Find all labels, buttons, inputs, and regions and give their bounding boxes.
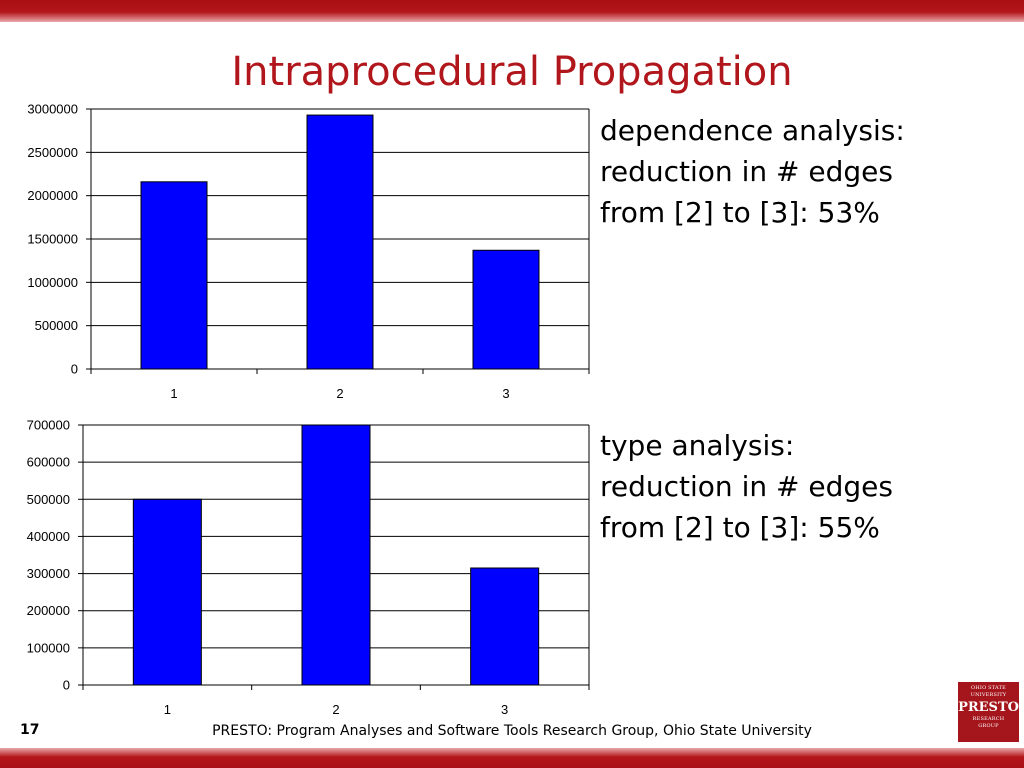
note-type-analysis: type analysis: reduction in # edges from… xyxy=(600,425,1020,548)
logo-line: OHIO STATE xyxy=(971,685,1006,691)
footer-text: PRESTO: Program Analyses and Software To… xyxy=(212,723,812,739)
logo-line: GROUP xyxy=(978,723,999,729)
logo-line: RESEARCH xyxy=(972,716,1005,722)
y-tick-label: 0 xyxy=(63,678,70,693)
note-dependence-analysis: dependence analysis: reduction in # edge… xyxy=(600,110,1020,233)
note-line: type analysis: xyxy=(600,429,795,462)
bar-1 xyxy=(140,181,208,370)
x-tick-label: 3 xyxy=(501,702,508,717)
y-tick-label: 0 xyxy=(71,362,78,377)
page-number: 17 xyxy=(20,722,40,738)
note-line: from [2] to [3]: 53% xyxy=(600,196,880,229)
x-tick-label: 1 xyxy=(164,702,171,717)
slide-title: Intraprocedural Propagation xyxy=(231,49,793,95)
y-tick-label: 600000 xyxy=(27,455,70,470)
x-tick-label: 3 xyxy=(502,386,509,401)
bar-3 xyxy=(470,567,540,686)
bar-2 xyxy=(306,114,374,370)
note-line: dependence analysis: xyxy=(600,114,905,147)
y-tick-label: 700000 xyxy=(27,418,70,433)
top-banner xyxy=(0,0,1024,22)
y-tick-label: 500000 xyxy=(35,318,78,333)
y-tick-label: 3000000 xyxy=(27,102,78,117)
chart-dependence-analysis: 0 500000 1000000 1500000 2000000 2500000 30000… xyxy=(27,102,590,401)
bar-2 xyxy=(301,424,371,686)
chart-type-analysis: 0 100000 200000 300000 400000 500000 600000 700… xyxy=(27,418,590,717)
y-tick-label: 2500000 xyxy=(27,145,78,160)
bar-3 xyxy=(472,249,540,370)
y-tick-label: 2000000 xyxy=(27,188,78,203)
bottom-banner xyxy=(0,748,1024,768)
note-line: reduction in # edges xyxy=(600,155,893,188)
x-tick-label: 1 xyxy=(170,386,177,401)
y-tick-label: 1000000 xyxy=(27,275,78,290)
logo-line: UNIVERSITY xyxy=(970,692,1007,698)
y-tick-label: 200000 xyxy=(27,603,70,618)
x-tick-label: 2 xyxy=(332,702,339,717)
x-tick-label: 2 xyxy=(336,386,343,401)
presto-logo: OHIO STATE UNIVERSITY PRESTO RESEARCH GR… xyxy=(958,682,1019,742)
y-tick-label: 1500000 xyxy=(27,232,78,247)
note-line: reduction in # edges xyxy=(600,470,893,503)
logo-name: PRESTO xyxy=(958,700,1019,715)
note-line: from [2] to [3]: 55% xyxy=(600,511,880,544)
y-tick-label: 100000 xyxy=(27,640,70,655)
bar-1 xyxy=(132,498,202,686)
y-tick-label: 300000 xyxy=(27,566,70,581)
y-tick-label: 500000 xyxy=(27,492,70,507)
y-tick-label: 400000 xyxy=(27,529,70,544)
